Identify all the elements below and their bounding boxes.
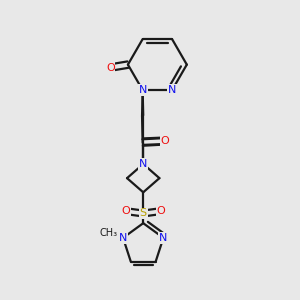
Text: O: O <box>121 206 130 216</box>
Text: N: N <box>119 233 127 243</box>
Text: N: N <box>139 85 147 95</box>
Text: O: O <box>160 136 169 146</box>
Text: N: N <box>168 85 176 95</box>
Text: N: N <box>159 233 168 243</box>
Text: CH₃: CH₃ <box>99 228 118 238</box>
Text: S: S <box>140 208 147 218</box>
Text: N: N <box>139 159 147 169</box>
Text: O: O <box>157 206 165 216</box>
Text: O: O <box>106 63 115 73</box>
